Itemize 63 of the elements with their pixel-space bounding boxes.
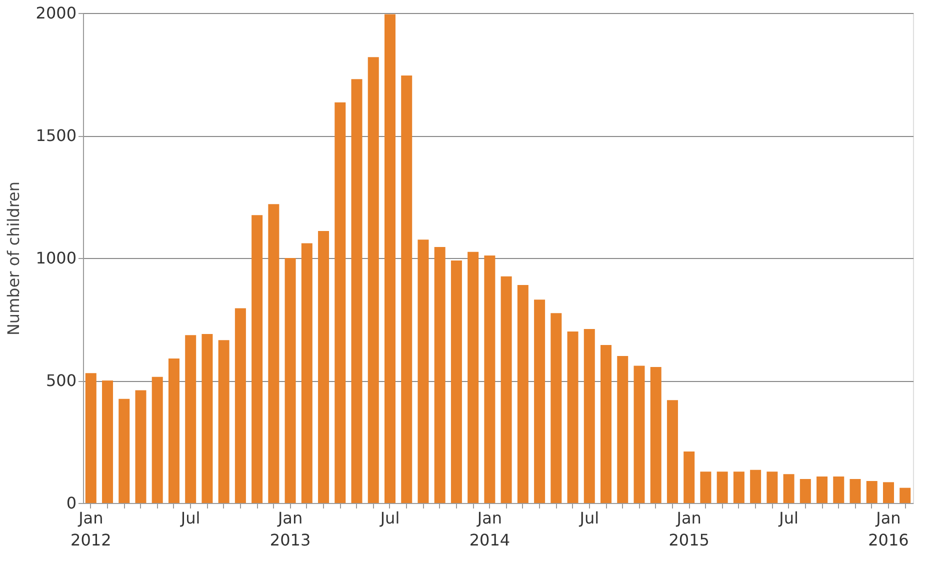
bar [500, 276, 512, 503]
bar [268, 204, 280, 503]
bar [85, 373, 96, 503]
bar [484, 256, 496, 503]
x-tick-label: Jul [379, 508, 400, 528]
y-tick-label: 500 [46, 371, 76, 390]
x-tick-label: Jul [778, 508, 798, 528]
bar [700, 472, 712, 503]
bar [816, 476, 828, 503]
bar [351, 79, 362, 503]
bar [666, 400, 678, 503]
bar [617, 356, 628, 503]
y-tick-label: 2000 [36, 4, 76, 22]
y-axis-title: Number of children [4, 181, 23, 336]
bar [168, 358, 180, 503]
bar [783, 474, 794, 503]
bar [152, 376, 163, 503]
x-tick-label: Jul [180, 508, 200, 528]
bar [833, 476, 844, 503]
bar [234, 308, 246, 503]
x-tick-label: Jan 2013 [270, 508, 311, 550]
bar [202, 334, 213, 503]
y-tick-label: 1000 [36, 248, 76, 268]
bar [318, 231, 330, 503]
bar [517, 284, 528, 503]
bar [284, 258, 296, 503]
bar [750, 470, 762, 503]
x-tick-label: Jan 2016 [868, 508, 909, 550]
bar [401, 75, 412, 503]
bar [684, 452, 695, 503]
bar [368, 57, 379, 503]
bar [218, 340, 230, 503]
bar [450, 260, 462, 503]
bar [716, 472, 728, 503]
bar [850, 478, 861, 503]
bar [468, 252, 479, 503]
bar [766, 472, 778, 503]
bar [650, 367, 662, 503]
bar [550, 313, 562, 503]
bar [334, 102, 346, 503]
x-tick-label: Jul [578, 508, 600, 528]
y-tick-label: 1500 [36, 126, 76, 145]
bar [800, 478, 811, 503]
bar [434, 246, 446, 503]
bar [567, 332, 578, 503]
bar [118, 398, 130, 503]
bar [384, 14, 396, 503]
x-tick-label: Jan 2014 [469, 508, 510, 550]
bar [418, 240, 429, 503]
bar [733, 472, 744, 503]
bar [866, 480, 878, 503]
bar [900, 488, 911, 503]
bar [600, 344, 612, 503]
bar [252, 215, 263, 503]
bar [102, 380, 114, 503]
bar [185, 335, 196, 503]
bar [135, 390, 146, 503]
bar [301, 243, 312, 503]
bar [534, 300, 546, 503]
bar [634, 366, 645, 503]
x-tick-label: Jan 2015 [668, 508, 710, 550]
bar [882, 482, 894, 503]
bar [584, 329, 595, 503]
